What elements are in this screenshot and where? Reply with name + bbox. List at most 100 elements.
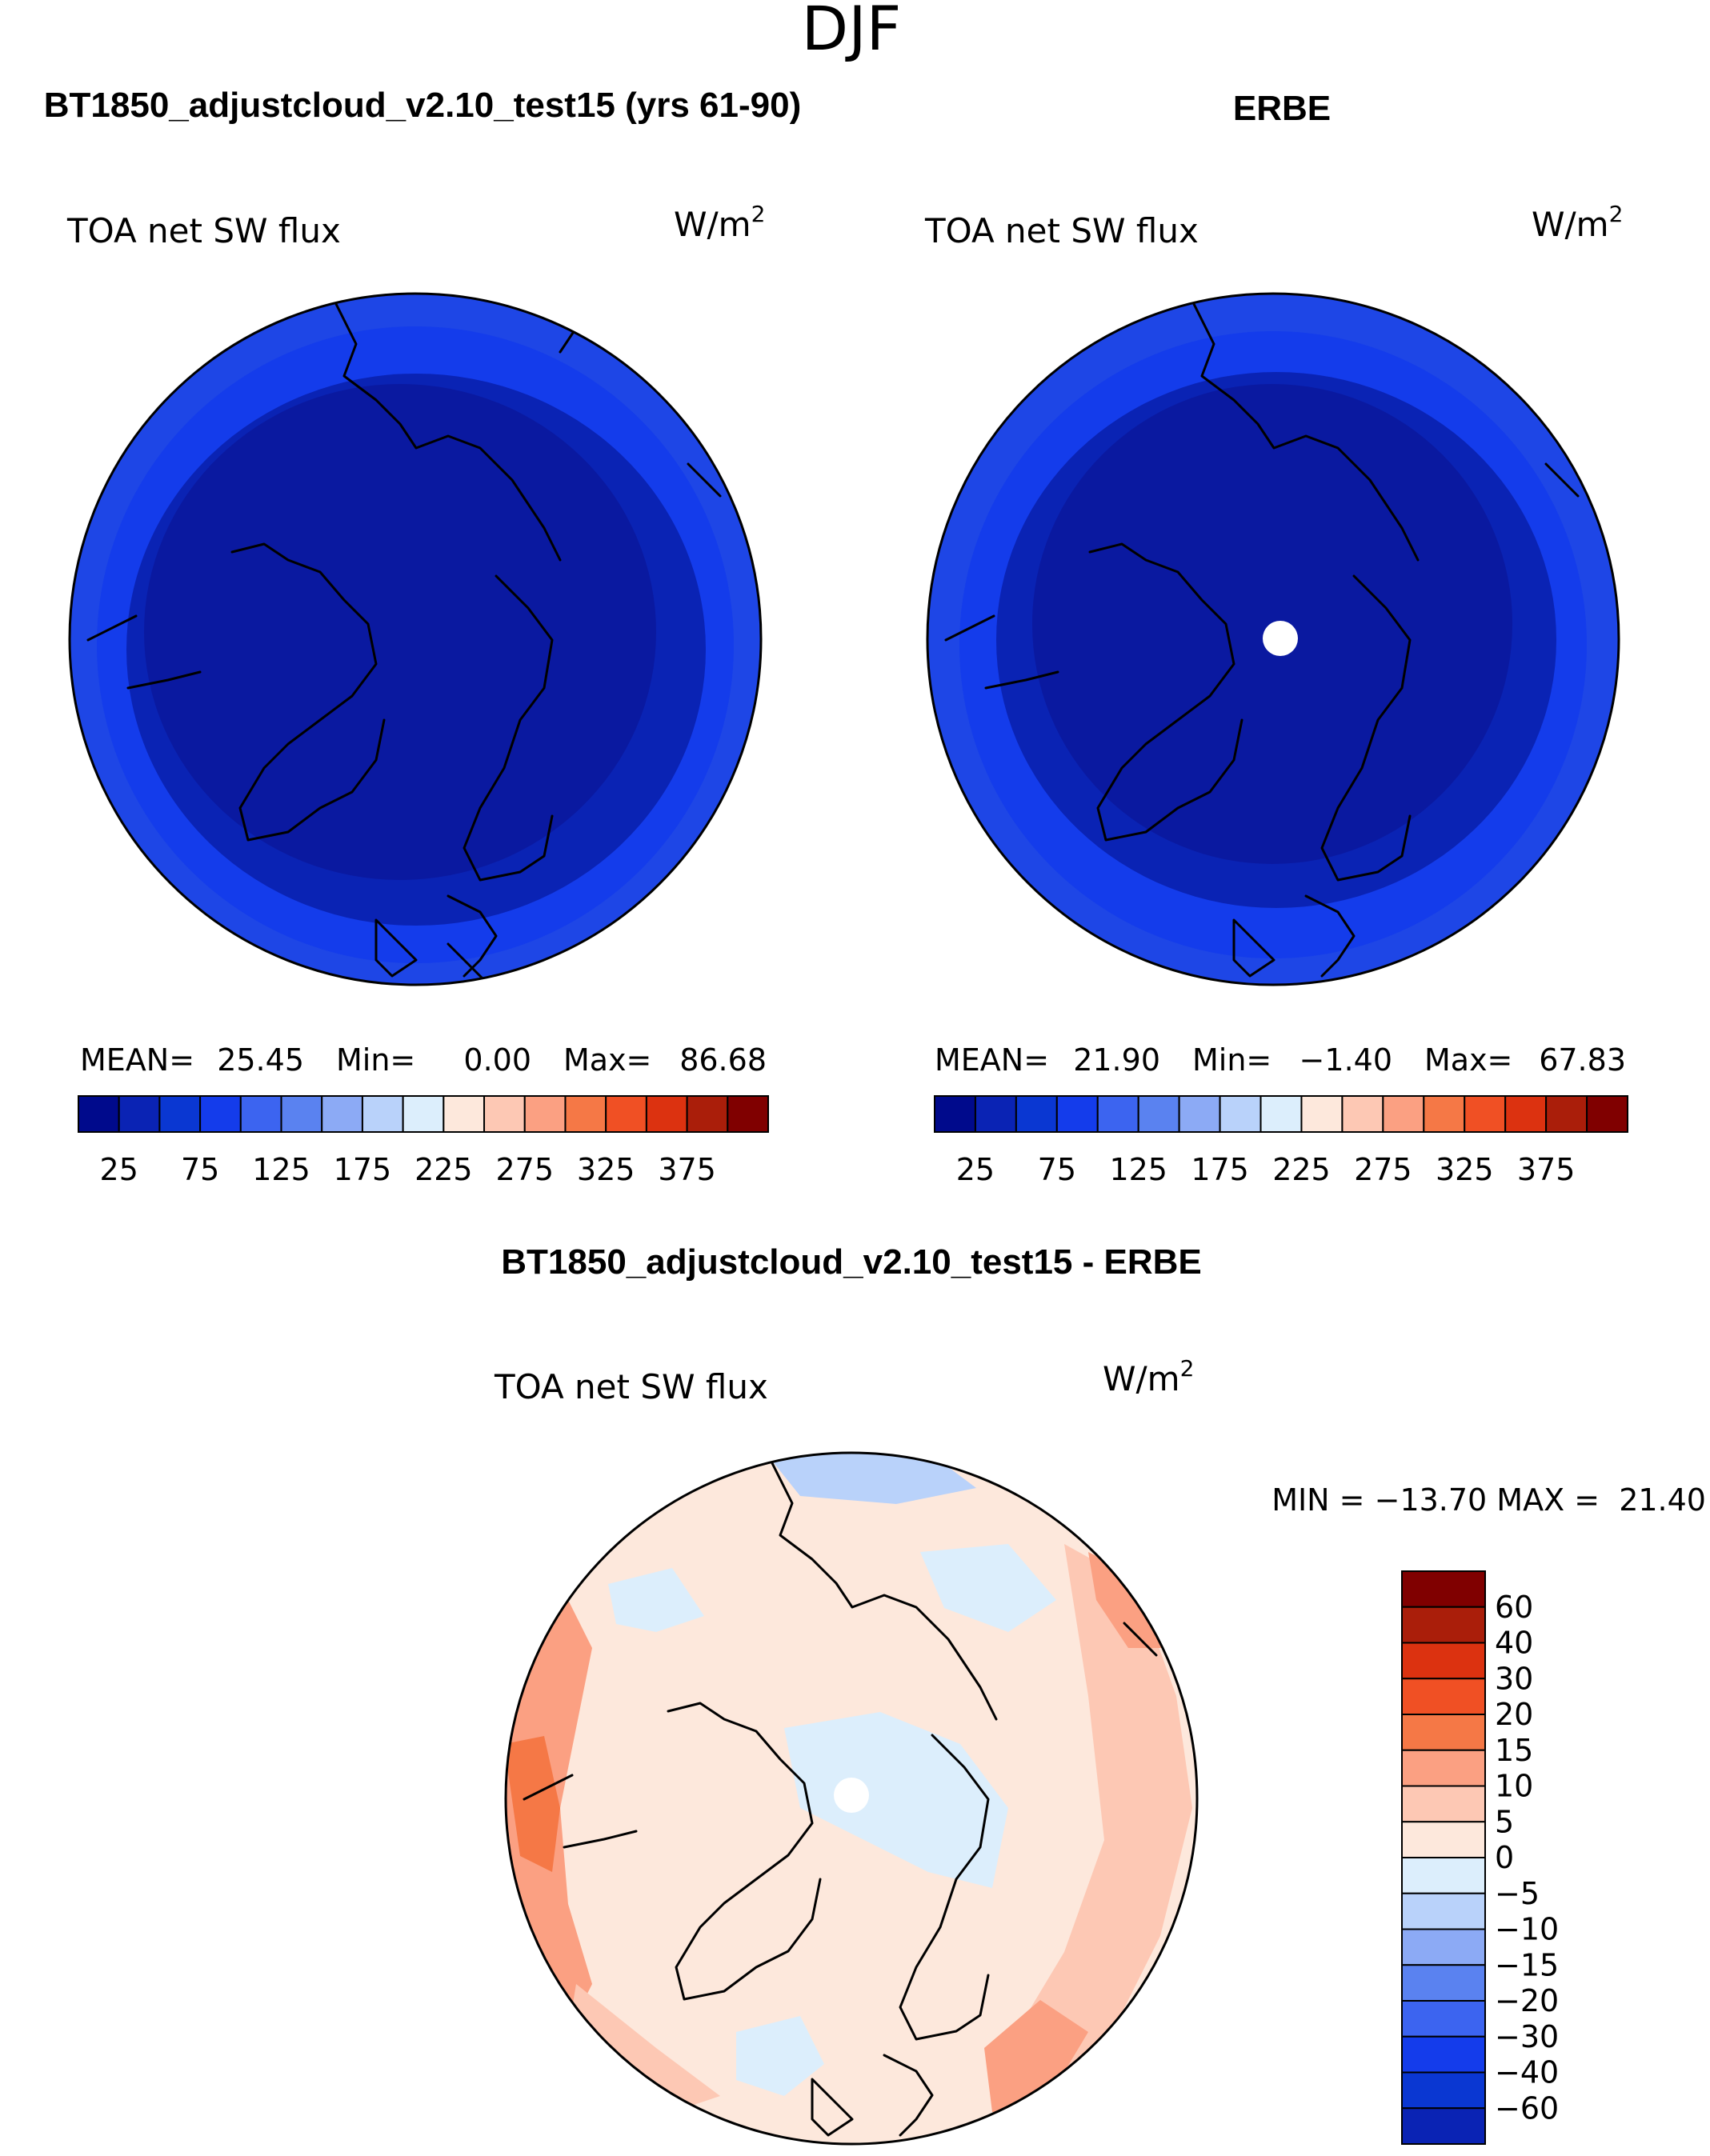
panel-diff-colorbar-tick-label: −30	[1495, 2019, 1559, 2054]
panel-obs-title: ERBE	[1233, 89, 1331, 128]
panel-model-mean-value: 25.45	[217, 1042, 304, 1078]
panel-obs-coastlines	[944, 302, 1580, 978]
panel-model-colorbar: 25 75 125 175 225 275 325 375	[78, 1095, 770, 1187]
panel-obs-units-base: W/m	[1532, 205, 1609, 244]
panel-model-colorbar-swatch-8	[402, 1095, 445, 1133]
panel-diff-map	[506, 1453, 1197, 2144]
panel-obs-colorbar-swatch-0	[934, 1095, 976, 1133]
panel-obs-min-label: Min=	[1192, 1042, 1271, 1078]
panel-model-zone-core	[144, 384, 656, 880]
panel-model-colorbar-swatch-1	[118, 1095, 161, 1133]
panel-model-colorbar-swatch-5	[280, 1095, 323, 1133]
panel-diff-colorbar-tick-label: 0	[1495, 1840, 1514, 1875]
panel-model: BT1850_adjustcloud_v2.10_test15 (yrs 61-…	[44, 86, 802, 1187]
panel-model-colorbar-swatch-2	[158, 1095, 202, 1133]
panel-obs-colorbar-swatch-16	[1586, 1095, 1629, 1133]
panel-diff-units-exp: 2	[1180, 1355, 1195, 1382]
panel-diff-colorbar-tick-label: −60	[1495, 2090, 1559, 2126]
panel-model-colorbar-swatch-15	[686, 1095, 729, 1133]
panel-diff-colorbar-swatch-2	[1401, 1642, 1486, 1680]
panel-diff-colorbar-swatch-0	[1401, 1570, 1486, 1608]
panel-diff-map-outline	[504, 1451, 1199, 2146]
panel-obs-map-outline	[926, 292, 1620, 986]
panel-obs-max-label: Max=	[1424, 1042, 1512, 1078]
panel-diff-zone-positive-southeast	[984, 2000, 1088, 2112]
panel-diff-colorbar-tick-label: 30	[1495, 1661, 1533, 1696]
panel-obs-colorbar-tick-label: 325	[1436, 1152, 1494, 1187]
panel-diff-coastlines	[523, 1462, 1158, 2137]
panel-model-mean-label: MEAN=	[80, 1042, 194, 1078]
panel-obs: ERBE TOA net SW flux W/m2 MEAN=	[924, 89, 1629, 1187]
panel-obs-mean-value: 21.90	[1073, 1042, 1160, 1078]
panel-diff-colorbar-swatch-12	[1401, 2000, 1486, 2038]
panel-model-colorbar-swatch-16	[727, 1095, 770, 1133]
panel-obs-colorbar-tick-label: 225	[1272, 1152, 1331, 1187]
panel-obs-colorbar-swatch-2	[1015, 1095, 1058, 1133]
panel-diff-colorbar-tick-label: −15	[1495, 1947, 1559, 1982]
panel-model-colorbar-swatch-11	[523, 1095, 567, 1133]
panel-model-colorbar-swatch-10	[483, 1095, 526, 1133]
panel-model-min-label: Min=	[336, 1042, 415, 1078]
panel-obs-colorbar-tick-label: 375	[1517, 1152, 1576, 1187]
panel-obs-units-exp: 2	[1609, 201, 1624, 227]
panel-diff-stats: MIN = −13.70 MAX = 21.40	[1271, 1482, 1706, 1518]
panel-model-colorbar-swatch-12	[564, 1095, 607, 1133]
panel-model-colorbar-tick-label: 25	[100, 1152, 138, 1187]
panel-diff-colorbar-swatch-1	[1401, 1606, 1486, 1644]
panel-obs-colorbar-tick-label: 75	[1038, 1152, 1076, 1187]
panel-obs-units: W/m2	[1532, 201, 1623, 244]
panel-diff-colorbar-swatch-7	[1401, 1821, 1486, 1858]
panel-model-stats: MEAN= 25.45 Min= 0.00 Max= 86.68	[80, 1042, 767, 1078]
panel-obs-colorbar-swatch-1	[974, 1095, 1017, 1133]
panel-diff-colorbar-tick-label: 20	[1495, 1697, 1533, 1732]
panel-obs-mean-label: MEAN=	[935, 1042, 1049, 1078]
panel-diff-variable: TOA net SW flux	[494, 1367, 768, 1406]
panel-diff-title: BT1850_adjustcloud_v2.10_test15 - ERBE	[501, 1242, 1202, 1282]
panel-obs-map	[927, 294, 1619, 985]
panel-model-colorbar-swatch-13	[605, 1095, 647, 1133]
panel-diff-colorbar-tick-label: −5	[1495, 1876, 1540, 1911]
panel-diff-colorbar-tick-label: −40	[1495, 2055, 1559, 2090]
panel-diff-colorbar-tick-label: 10	[1495, 1769, 1533, 1804]
panel-model-colorbar-swatch-7	[361, 1095, 404, 1133]
panel-model-variable: TOA net SW flux	[66, 211, 341, 250]
panel-diff-colorbar-swatch-8	[1401, 1857, 1486, 1894]
panel-diff-zone-negative-northwest	[608, 1568, 704, 1632]
panel-obs-stats: MEAN= 21.90 Min= −1.40 Max= 67.83	[935, 1042, 1626, 1078]
panel-model-colorbar-swatch-14	[645, 1095, 688, 1133]
panel-obs-colorbar-swatch-9	[1300, 1095, 1344, 1133]
panel-model-colorbar-swatch-3	[199, 1095, 242, 1133]
panel-model-max-label: Max=	[563, 1042, 651, 1078]
panel-model-title: BT1850_adjustcloud_v2.10_test15 (yrs 61-…	[44, 86, 802, 125]
panel-diff-colorbar-swatch-15	[1401, 2107, 1486, 2145]
panel-model-colorbar-tick-label: 125	[252, 1152, 310, 1187]
panel-model-units: W/m2	[674, 201, 765, 244]
panel-model-colorbar-tick-label: 375	[658, 1152, 716, 1187]
panel-model-map-outline	[68, 292, 763, 986]
panel-model-units-base: W/m	[674, 205, 751, 244]
panel-diff-colorbar-swatch-10	[1401, 1928, 1486, 1966]
panel-model-colorbar-tick-label: 175	[334, 1152, 392, 1187]
panel-obs-colorbar-swatch-8	[1259, 1095, 1303, 1133]
panel-obs-max-value: 67.83	[1539, 1042, 1626, 1078]
panel-diff-colorbar-tick-label: −20	[1495, 1983, 1559, 2018]
panel-model-max-value: 86.68	[679, 1042, 767, 1078]
panel-obs-colorbar: 25 75 125 175 225 275 325 375	[934, 1095, 1629, 1187]
panel-diff-colorbar-swatch-4	[1401, 1714, 1486, 1751]
panel-obs-colorbar-tick-label: 25	[956, 1152, 995, 1187]
panel-obs-variable: TOA net SW flux	[924, 211, 1199, 250]
panel-obs-colorbar-swatch-15	[1545, 1095, 1588, 1133]
panel-obs-colorbar-swatch-3	[1055, 1095, 1099, 1133]
panel-diff-zone-negative-south	[736, 2016, 824, 2096]
panel-obs-colorbar-swatch-10	[1341, 1095, 1384, 1133]
panel-model-colorbar-tick-label: 275	[495, 1152, 554, 1187]
panel-model-colorbar-tick-label: 225	[414, 1152, 473, 1187]
panel-diff: BT1850_adjustcloud_v2.10_test15 - ERBE T…	[494, 1242, 1706, 2146]
panel-obs-colorbar-swatch-7	[1219, 1095, 1262, 1133]
panel-obs-colorbar-swatch-5	[1137, 1095, 1180, 1133]
panel-obs-colorbar-tick-label: 275	[1354, 1152, 1412, 1187]
panel-model-colorbar-swatch-6	[321, 1095, 363, 1133]
panel-obs-colorbar-swatch-4	[1096, 1095, 1139, 1133]
